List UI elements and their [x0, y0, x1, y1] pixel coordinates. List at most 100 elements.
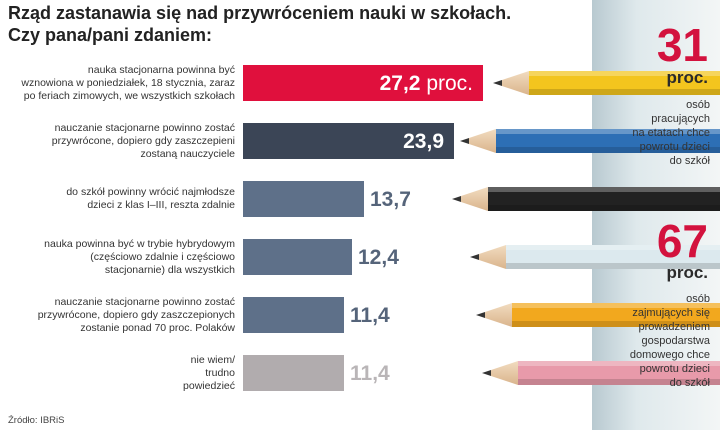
category-label-line: nauczanie stacjonarne powinno zostać — [54, 121, 235, 134]
stat2-desc-line: do szkół — [669, 377, 710, 389]
pencil-body — [496, 129, 720, 153]
pencil — [452, 187, 720, 211]
pencil — [482, 361, 720, 385]
pencil-lead — [476, 312, 485, 318]
category-label-line: powiedzieć — [183, 379, 235, 392]
stat2-description: osób zajmujących się prowadzeniem gospod… — [602, 292, 710, 390]
pencil-highlight — [496, 129, 720, 134]
bar — [243, 65, 483, 101]
stat2-desc-line: osób — [686, 293, 710, 305]
pencils — [452, 71, 720, 385]
pencil-highlight — [529, 71, 720, 76]
stat1-description: osób pracujących na etatach chce powrotu… — [602, 98, 710, 168]
pencil-shadow — [488, 205, 720, 211]
category-label-line: nie wiem/ — [190, 353, 235, 366]
category-label: nie wiem/trudno powiedzieć — [5, 354, 235, 393]
bar — [243, 297, 344, 333]
pencil-shadow — [518, 379, 720, 385]
pencil-wood — [485, 303, 512, 327]
bars — [243, 65, 483, 391]
data-label: 13,7 — [370, 189, 411, 210]
pencil-lead — [482, 370, 491, 376]
stat1-desc-line: do szkół — [669, 155, 710, 167]
pencil-highlight — [506, 245, 720, 250]
category-label-line: nauka powinna być w trybie hybrydowym — [44, 237, 235, 250]
pencil — [460, 129, 720, 153]
data-label-value: 11,4 — [350, 361, 390, 385]
pencil-wood — [502, 71, 529, 95]
bar — [243, 123, 454, 159]
stat2-desc-line: prowadzeniem — [638, 321, 710, 333]
stat1-desc-line: powrotu dzieci — [639, 141, 710, 153]
pencil-body — [518, 361, 720, 385]
pencil-lead — [493, 80, 502, 86]
category-label-line: stacjonarnie) dla wszystkich — [104, 263, 235, 276]
pencil-shadow — [496, 147, 720, 153]
stat2-desc-line: powrotu dzieci — [639, 363, 710, 375]
data-label-value: 12,4 — [358, 245, 399, 269]
data-label-unit: proc. — [426, 71, 473, 95]
pencil-wood — [491, 361, 518, 385]
chart-title: Rząd zastanawia się nad przywróceniem na… — [8, 2, 528, 46]
stat1-number: 31 — [656, 19, 708, 71]
category-label-line: przywrócone, dopiero gdy zaszczepionych — [37, 308, 235, 321]
chart-title-line-2: Czy pana/pani zdaniem: — [8, 25, 213, 45]
pencil-body — [529, 71, 720, 95]
pencil-body — [488, 187, 720, 211]
data-label-value: 23,9 — [403, 129, 444, 153]
pencil-shadow — [512, 321, 720, 327]
data-label-value: 11,4 — [350, 303, 390, 327]
pencil-highlight — [488, 187, 720, 192]
category-label-line: wznowiona w poniedziałek, 18 stycznia, z… — [21, 76, 235, 89]
pencil-wood — [461, 187, 488, 211]
pencil-lead — [452, 196, 461, 202]
stat1-desc-line: na etatach chce — [632, 127, 710, 139]
pencil — [470, 245, 720, 269]
category-label: nauka stacjonarna powinna być wznowiona w… — [5, 64, 235, 103]
data-label: 12,4 — [358, 247, 399, 268]
category-label-line: (częściowo zdalnie i częściowo — [90, 250, 235, 263]
category-label: nauczanie stacjonarne powinno zostać przy… — [5, 296, 235, 335]
bar — [243, 355, 344, 391]
category-label: nauczanie stacjonarne powinno zostać przy… — [5, 122, 235, 161]
stat2-desc-line: domowego chce — [629, 349, 710, 361]
stat2-number: 67 — [656, 215, 708, 267]
data-label: 11,4 — [350, 305, 390, 326]
chart-title-line-1: Rząd zastanawia się nad przywróceniem na… — [8, 3, 512, 23]
stat2-unit: proc. — [666, 263, 708, 282]
category-label-line: trudno — [205, 366, 235, 379]
stat1-desc-line: pracujących — [651, 113, 710, 125]
category-label-line: przywrócone, dopiero gdy zaszczepieni — [51, 134, 235, 147]
data-label: 11,4 — [350, 363, 390, 384]
data-label: 23,9 — [403, 131, 444, 152]
pencil — [493, 71, 720, 95]
data-label-value: 13,7 — [370, 187, 411, 211]
category-label-line: zostaną nauczyciele — [140, 147, 235, 160]
bar — [243, 239, 352, 275]
source-note: Źródło: IBRiS — [8, 415, 65, 426]
data-label: 27,2 proc. — [380, 73, 473, 94]
category-label-line: do szkół powinny wrócić najmłodsze — [66, 186, 235, 198]
pencil-wood — [469, 129, 496, 153]
stat2-desc-line: gospodarstwa — [641, 335, 711, 347]
pencil-shadow — [529, 89, 720, 95]
pencil-highlight — [518, 361, 720, 366]
stat1-unit: proc. — [666, 68, 708, 87]
pencil-highlight — [512, 303, 720, 308]
category-label-line: dzieci z klas I–III, reszta zdalnie — [87, 199, 235, 211]
pencil-wood — [479, 245, 506, 269]
data-label-value: 27,2 — [379, 71, 421, 95]
pencil-shadow — [506, 263, 720, 269]
side-panel: 31 proc. osób pracujących na etatach chc… — [600, 0, 720, 430]
pencil-lead — [460, 138, 469, 144]
category-label-line: zostanie ponad 70 proc. Polaków — [80, 321, 235, 334]
pencil — [476, 303, 720, 327]
pencil-lead — [470, 254, 479, 260]
pencil-body — [506, 245, 720, 269]
bar — [243, 181, 364, 217]
stat2-desc-line: zajmujących się — [632, 307, 710, 319]
pencil-body — [512, 303, 720, 327]
category-label-line: nauka stacjonarna powinna być — [87, 63, 235, 76]
